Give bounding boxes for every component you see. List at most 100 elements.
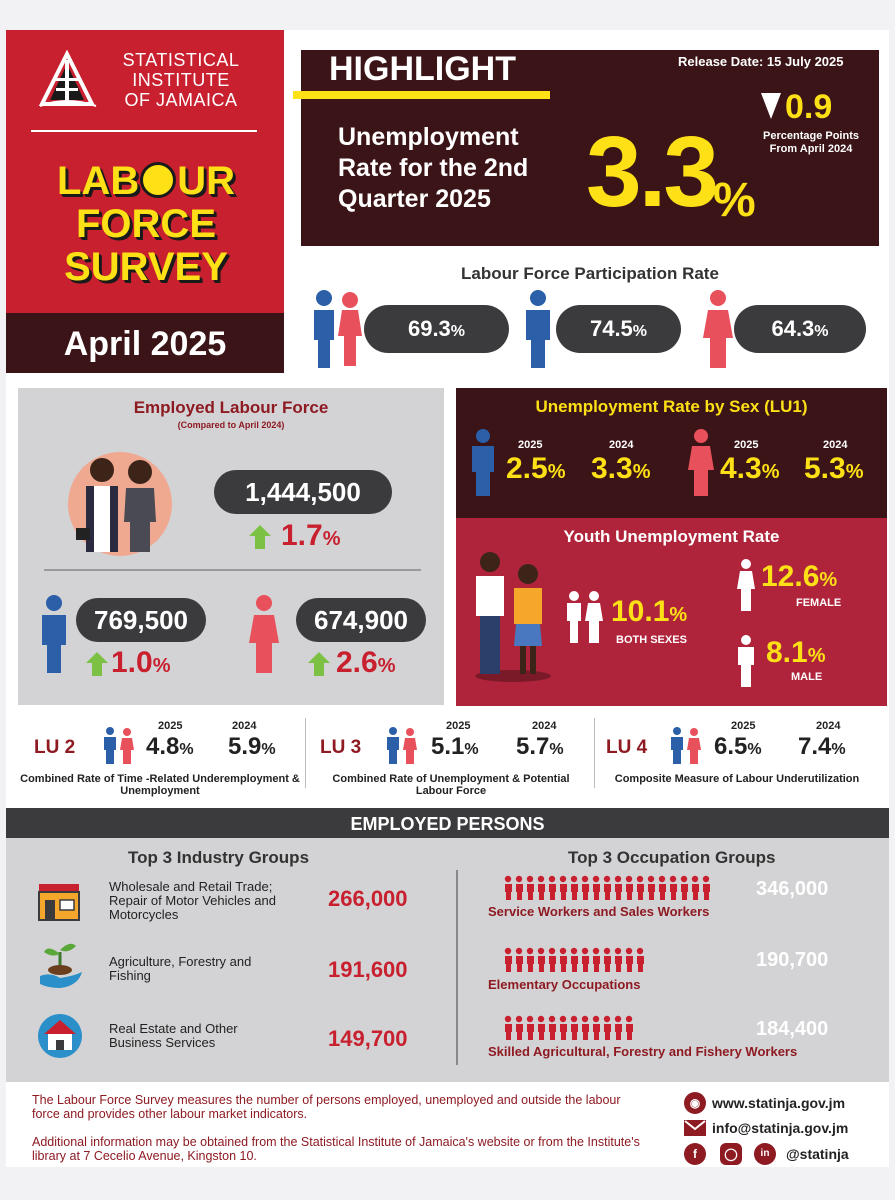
arrow-up-icon xyxy=(86,652,108,676)
male-icon xyxy=(42,595,66,673)
statin-logo-icon xyxy=(36,49,98,110)
industry-1-value: 266,000 xyxy=(328,886,408,911)
person-icon xyxy=(559,1015,567,1040)
employed-total-change: 1.7% xyxy=(281,519,341,552)
email-icon xyxy=(684,1120,706,1136)
lu3-code: LU 3 xyxy=(320,737,362,758)
survey-period: April 2025 xyxy=(63,325,227,363)
youth-female-rate: 12.6% xyxy=(761,560,838,593)
person-icon xyxy=(526,947,534,972)
org-name-line: STATISTICAL xyxy=(122,50,240,70)
year-label: 2024 xyxy=(532,720,557,732)
lu4-2024: 7.4% xyxy=(798,733,846,760)
participation-both-pill: 69.3% xyxy=(364,305,509,353)
person-icon xyxy=(581,875,589,900)
person-icon xyxy=(603,947,611,972)
occupation-3-label: Skilled Agricultural, Forestry and Fishe… xyxy=(488,1044,798,1059)
person-icon xyxy=(592,1015,600,1040)
social-handle[interactable]: @statinja xyxy=(786,1146,849,1162)
person-icon xyxy=(581,1015,589,1040)
participation-female-pill: 64.3% xyxy=(734,305,866,353)
person-icon xyxy=(614,1015,622,1040)
org-name-line: INSTITUTE xyxy=(132,70,230,90)
lu3-description: Combined Rate of Unemployment & Potentia… xyxy=(332,773,570,797)
footer-info: Additional information may be obtained f… xyxy=(32,1135,640,1163)
male-female-pair-icon xyxy=(671,727,701,764)
lu4-code: LU 4 xyxy=(606,737,648,758)
header-divider xyxy=(31,130,257,132)
lu3-2025: 5.1% xyxy=(431,733,479,760)
person-icon xyxy=(625,947,633,972)
arrow-up-icon xyxy=(249,525,271,549)
instagram-icon[interactable]: ◯ xyxy=(720,1143,742,1165)
highlight-underline xyxy=(293,91,550,99)
person-icon xyxy=(548,875,556,900)
male-female-pair-icon xyxy=(567,591,603,643)
facebook-icon[interactable]: f xyxy=(684,1143,706,1165)
person-icon xyxy=(548,947,556,972)
highlight-title: HIGHLIGHT xyxy=(329,50,516,88)
person-icon xyxy=(625,875,633,900)
infographic-page: STATISTICAL INSTITUTE OF JAMAICA LAB UR F… xyxy=(6,30,889,1167)
unemployment-by-sex-title: Unemployment Rate by Sex (LU1) xyxy=(535,397,808,416)
industry-2-label: Agriculture, Forestry and Fishing xyxy=(109,954,252,983)
person-icon xyxy=(636,947,644,972)
occupation-1-value: 346,000 xyxy=(756,878,829,900)
participation-title: Labour Force Participation Rate xyxy=(461,264,719,283)
person-icon xyxy=(614,875,622,900)
person-icon xyxy=(537,875,545,900)
year-label: 2025 xyxy=(446,720,471,732)
unemployment-rate-value: 3.3 xyxy=(586,116,719,228)
industry-groups-title: Top 3 Industry Groups xyxy=(128,848,310,867)
survey-title: LAB UR FORCE SURVEY xyxy=(26,160,266,289)
globe-icon: ◉ xyxy=(684,1092,706,1114)
person-icon xyxy=(614,947,622,972)
website-link[interactable]: www.statinja.gov.jm xyxy=(712,1095,846,1111)
male-icon xyxy=(738,635,754,687)
linkedin-icon[interactable]: in xyxy=(754,1143,776,1165)
person-icon xyxy=(592,947,600,972)
industry-3-label: Real Estate and Other Business Services xyxy=(109,1021,238,1050)
employed-male: 769,500 xyxy=(76,598,206,642)
occupation-3-value: 184,400 xyxy=(756,1018,829,1040)
person-icon xyxy=(625,1015,633,1040)
org-name-line: OF JAMAICA xyxy=(124,90,238,110)
email-link[interactable]: info@statinja.gov.jm xyxy=(712,1120,849,1136)
period-band xyxy=(6,313,284,373)
person-icon xyxy=(570,947,578,972)
person-icon xyxy=(537,947,545,972)
female-icon xyxy=(688,429,714,496)
person-icon xyxy=(504,875,512,900)
employed-male-change: 1.0% xyxy=(111,646,171,679)
footer-description: The Labour Force Survey measures the num… xyxy=(32,1093,621,1121)
occupation-2-value: 190,700 xyxy=(756,949,829,971)
person-icon xyxy=(504,947,512,972)
male-female-pair-icon xyxy=(387,727,417,764)
industry-2-value: 191,600 xyxy=(328,957,408,982)
youth-both-rate: 10.1% xyxy=(611,595,688,628)
person-icon xyxy=(603,875,611,900)
arrow-up-icon xyxy=(308,652,330,676)
participation-male-pill: 74.5% xyxy=(556,305,681,353)
year-label: 2024 xyxy=(823,439,848,451)
female-icon xyxy=(737,559,755,611)
male-unemployment-2025: 2.5% xyxy=(506,452,566,485)
youth-unemployment-title: Youth Unemployment Rate xyxy=(563,527,780,546)
survey-title-line-3: SURVEY xyxy=(64,245,228,289)
person-icon xyxy=(669,875,677,900)
arrow-down-icon xyxy=(761,93,781,119)
unemployment-rate-unit: % xyxy=(713,174,756,227)
lu-separator xyxy=(305,718,306,788)
occupation-2-label: Elementary Occupations xyxy=(488,977,641,992)
person-icon xyxy=(559,875,567,900)
business-people-icon xyxy=(76,458,156,552)
person-icon xyxy=(559,947,567,972)
employed-persons-band xyxy=(6,808,889,838)
plant-in-hand-icon xyxy=(40,943,82,988)
youth-both-label: BOTH SEXES xyxy=(616,634,687,646)
person-icon xyxy=(680,875,688,900)
occupation-1-label: Service Workers and Sales Workers xyxy=(488,904,710,919)
lu4-description: Composite Measure of Labour Underutiliza… xyxy=(614,773,860,785)
person-icon xyxy=(592,875,600,900)
lu2-2024: 5.9% xyxy=(228,733,276,760)
